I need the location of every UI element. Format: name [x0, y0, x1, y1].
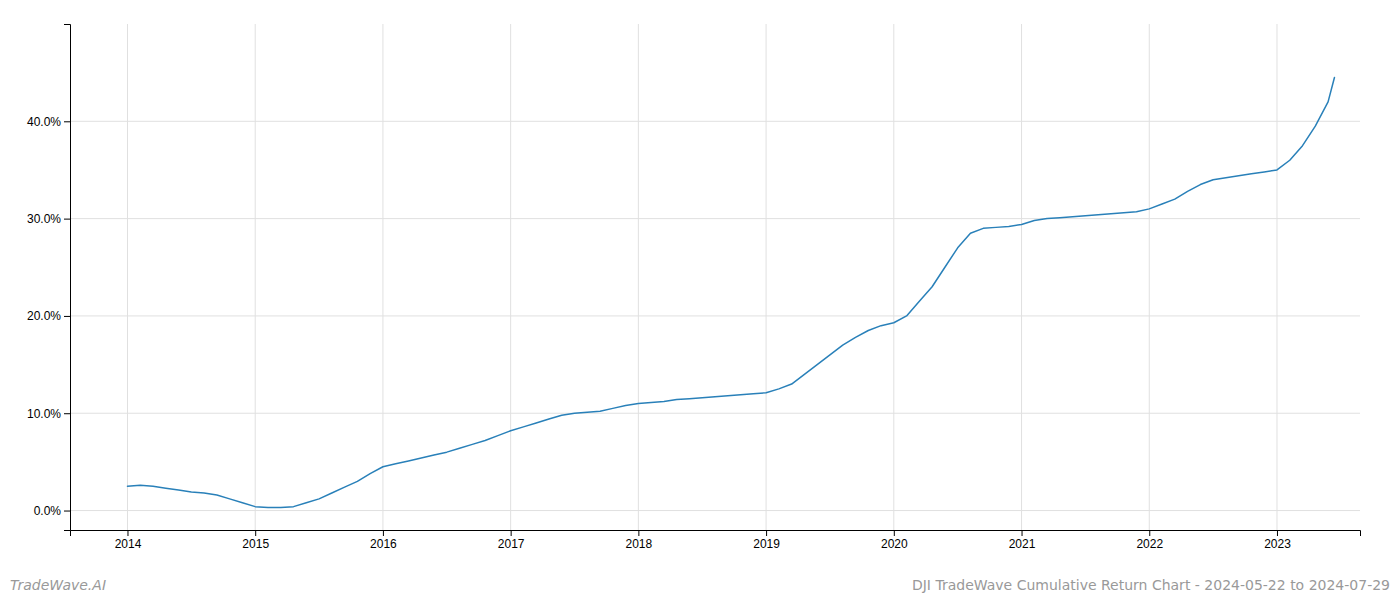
- x-tick-label: 2019: [753, 537, 780, 551]
- x-grid-line: [1149, 24, 1150, 530]
- x-tick-mark: [638, 530, 639, 536]
- y-tick: 20.0%: [27, 309, 70, 323]
- x-tick: 2017: [498, 530, 525, 551]
- x-tick: 2018: [626, 530, 653, 551]
- x-tick: 2023: [1264, 530, 1291, 551]
- x-grid-line: [1276, 24, 1277, 530]
- x-grid-line: [382, 24, 383, 530]
- x-tick-mark: [383, 530, 384, 536]
- grid: [70, 24, 1360, 530]
- y-axis-line: [64, 25, 71, 531]
- x-grid-line: [510, 24, 511, 530]
- x-tick-mark: [1277, 530, 1278, 536]
- x-tick: 2020: [881, 530, 908, 551]
- y-grid-line: [70, 413, 1360, 414]
- x-axis: 2014 2015 2016 2017 2018 2019 2020 2021 2022 2023: [71, 530, 1361, 551]
- x-tick-label: 2023: [1264, 537, 1291, 551]
- y-tick-label: 10.0%: [27, 407, 61, 421]
- x-grid-line: [255, 24, 256, 530]
- y-tick: 30.0%: [27, 212, 70, 226]
- y-grid-line: [70, 510, 1360, 511]
- x-tick-label: 2022: [1136, 537, 1163, 551]
- x-tick: 2019: [753, 530, 780, 551]
- x-tick-label: 2015: [242, 537, 269, 551]
- x-tick-mark: [255, 530, 256, 536]
- x-grid-line: [1021, 24, 1022, 530]
- x-tick-label: 2018: [626, 537, 653, 551]
- x-tick-mark: [1149, 530, 1150, 536]
- x-tick-label: 2016: [370, 537, 397, 551]
- x-grid-line: [638, 24, 639, 530]
- x-tick: 2016: [370, 530, 397, 551]
- y-tick: 0.0%: [34, 504, 70, 518]
- watermark: TradeWave.AI: [10, 577, 106, 593]
- y-grid-line: [70, 315, 1360, 316]
- x-tick-mark: [1022, 530, 1023, 536]
- x-tick-mark: [894, 530, 895, 536]
- chart-title: DJI TradeWave Cumulative Return Chart - …: [912, 577, 1390, 593]
- x-grid-line: [127, 24, 128, 530]
- x-tick-mark: [511, 530, 512, 536]
- y-tick-mark: [64, 219, 70, 220]
- y-tick-label: 20.0%: [27, 309, 61, 323]
- x-axis-line: [71, 531, 1361, 537]
- y-tick-mark: [64, 413, 70, 414]
- x-tick: 2015: [242, 530, 269, 551]
- x-tick: 2022: [1136, 530, 1163, 551]
- y-tick: 40.0%: [27, 115, 70, 129]
- plot-area: [127, 78, 1334, 508]
- x-grid-line: [766, 24, 767, 530]
- y-tick-label: 40.0%: [27, 115, 61, 129]
- x-tick-label: 2017: [498, 537, 525, 551]
- y-axis: 0.0% 10.0% 20.0% 30.0% 40.0%: [27, 25, 71, 531]
- x-tick: 2014: [115, 530, 142, 551]
- y-tick-mark: [64, 121, 70, 122]
- chart-container: 2014 2015 2016 2017 2018 2019 2020 2021 2022 2023…: [0, 0, 1400, 600]
- data-line: [127, 78, 1334, 508]
- chart-svg: 2014 2015 2016 2017 2018 2019 2020 2021 2022 2023…: [0, 0, 1400, 600]
- x-tick: 2021: [1009, 530, 1036, 551]
- y-grid-line: [70, 121, 1360, 122]
- y-tick-mark: [64, 511, 70, 512]
- x-grid-line: [893, 24, 894, 530]
- x-tick-label: 2014: [115, 537, 142, 551]
- y-grid-line: [70, 218, 1360, 219]
- x-tick-label: 2020: [881, 537, 908, 551]
- y-tick: 10.0%: [27, 407, 70, 421]
- y-tick-label: 0.0%: [34, 504, 62, 518]
- y-tick-label: 30.0%: [27, 212, 61, 226]
- x-tick-mark: [127, 530, 128, 536]
- x-tick-mark: [766, 530, 767, 536]
- y-tick-mark: [64, 316, 70, 317]
- x-tick-label: 2021: [1009, 537, 1036, 551]
